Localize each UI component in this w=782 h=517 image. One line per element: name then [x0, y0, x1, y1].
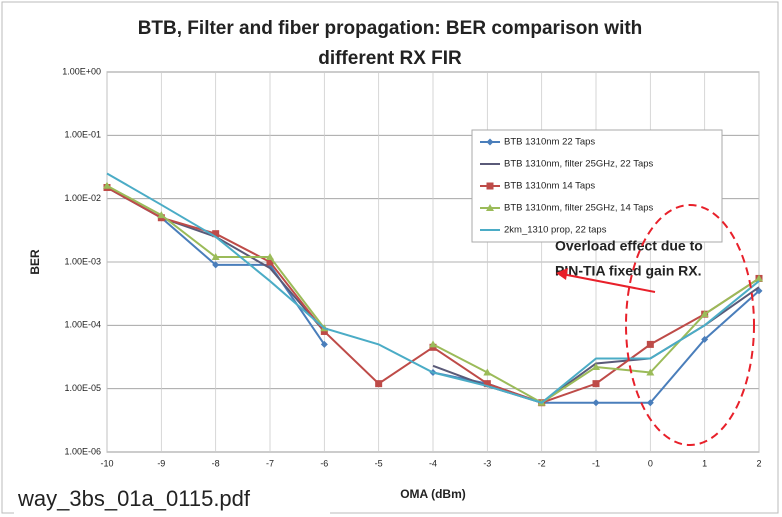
marker	[700, 310, 709, 318]
highlight	[625, 204, 755, 446]
marker	[486, 182, 494, 190]
marker	[157, 211, 166, 219]
x-tick-label: -8	[212, 458, 220, 468]
y-tick-label: 1.00E-04	[64, 320, 101, 330]
marker	[646, 340, 654, 348]
x-tick-label: -1	[592, 458, 600, 468]
y-tick-label: 1.00E-03	[64, 256, 101, 266]
legend-label: BTB 1310nm 14 Taps	[504, 181, 595, 192]
y-tick-label: 1.00E-01	[64, 130, 101, 140]
marker	[755, 274, 763, 282]
y-tick-label: 1.00E-06	[64, 446, 101, 456]
x-axis-label: OMA (dBm)	[400, 487, 466, 501]
x-tick-label: -6	[320, 458, 328, 468]
marker	[266, 252, 274, 260]
footer: way_3bs_01a_0115.pdf	[17, 486, 251, 511]
series-line	[106, 172, 760, 404]
legend-box	[471, 129, 723, 243]
marker	[211, 252, 220, 260]
marker	[592, 380, 600, 388]
annotation: PIN-TIA fixed gain RX.	[555, 263, 702, 279]
x-tick-label: -4	[429, 458, 437, 468]
x-tick-label: -9	[157, 458, 165, 468]
marker	[429, 340, 437, 348]
marker	[701, 335, 709, 343]
marker	[483, 380, 491, 388]
annotation: Overload effect due to	[555, 238, 703, 254]
x-tick-label: 2	[756, 458, 761, 468]
marker	[486, 138, 494, 146]
legend-label: BTB 1310nm, filter 25GHz, 22 Taps	[504, 159, 654, 170]
marker	[592, 399, 600, 407]
legend-label: 2km_1310 prop, 22 taps	[504, 225, 607, 236]
y-tick-label: 1.00E-05	[64, 383, 101, 393]
marker	[592, 362, 600, 370]
marker	[103, 181, 111, 189]
y-tick-label: 1.00E-02	[64, 193, 101, 203]
footer-bg	[14, 484, 330, 514]
legend-label: BTB 1310nm, filter 25GHz, 14 Taps	[504, 203, 654, 214]
y-axis-label: BER	[28, 249, 42, 275]
x-tick-label: 0	[648, 458, 653, 468]
marker	[646, 399, 654, 407]
legend-label: BTB 1310nm 22 Taps	[504, 137, 595, 148]
marker	[320, 340, 328, 348]
marker	[212, 261, 220, 269]
x-tick-label: -7	[266, 458, 274, 468]
marker	[486, 204, 494, 211]
marker	[212, 230, 220, 238]
marker	[375, 380, 383, 388]
arrow	[561, 273, 656, 293]
x-tick-label: -3	[483, 458, 491, 468]
x-tick-label: -2	[538, 458, 546, 468]
y-tick-label: 1.00E+00	[62, 66, 101, 76]
arrow-head	[556, 268, 568, 280]
marker	[646, 368, 655, 376]
marker	[483, 368, 492, 376]
x-tick-label: 1	[702, 458, 707, 468]
marker	[266, 258, 274, 266]
x-tick-label: -10	[100, 458, 113, 468]
x-tick-label: -5	[375, 458, 383, 468]
chart-title: BTB, Filter and fiber propagation: BER c…	[137, 18, 643, 69]
marker	[320, 327, 328, 335]
